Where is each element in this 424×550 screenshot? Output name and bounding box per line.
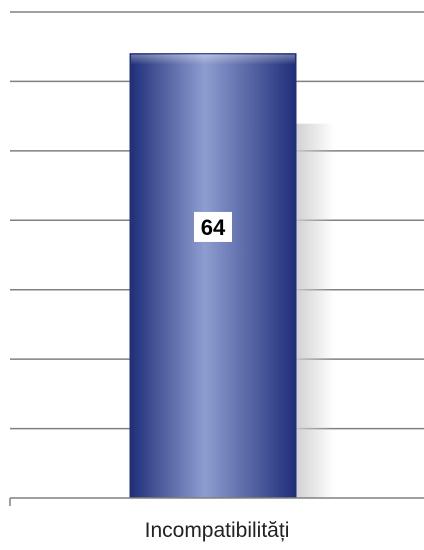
category-labels: Incompatibilități (145, 519, 290, 542)
bars (129, 53, 297, 499)
data-label-box (194, 211, 232, 242)
category-label: Incompatibilități (145, 519, 290, 542)
bar-bevel (131, 54, 295, 65)
data-label: 64 (201, 215, 226, 240)
bar (129, 53, 297, 499)
bar-shadow (296, 123, 334, 499)
x-axis (9, 497, 424, 506)
data-labels: 64 (194, 211, 232, 242)
bar-shadows (296, 123, 334, 499)
